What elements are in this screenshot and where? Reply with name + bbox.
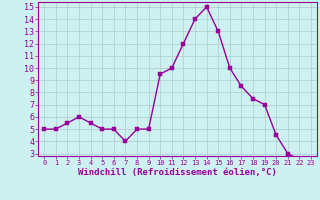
X-axis label: Windchill (Refroidissement éolien,°C): Windchill (Refroidissement éolien,°C) [78, 168, 277, 177]
